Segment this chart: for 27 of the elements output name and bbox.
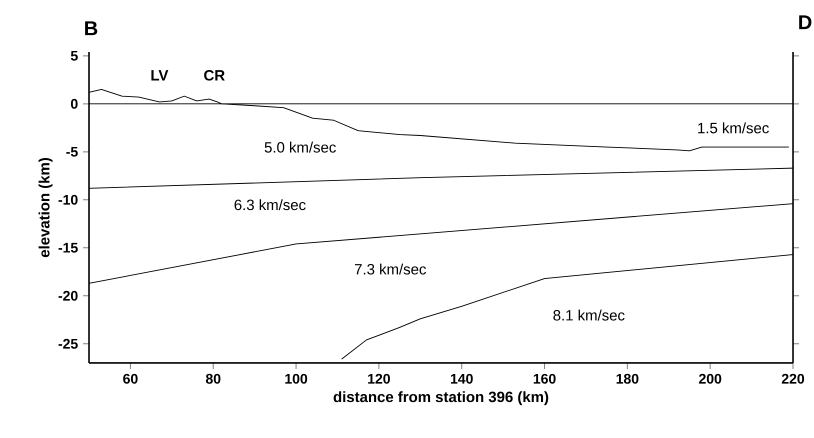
x-tick-label: 180 [616, 374, 638, 384]
annotation: LV [151, 70, 168, 80]
text: D [799, 15, 812, 30]
x-tick-label: 120 [368, 374, 390, 384]
x-tick-label: 220 [782, 374, 804, 384]
x-tick-label: 80 [206, 374, 220, 384]
annotation: CR [204, 70, 225, 81]
annotation: 5.0 km/sec [264, 142, 336, 153]
x-tick-label: 200 [699, 374, 722, 384]
y-tick-label: -10 [58, 194, 78, 205]
text: B [85, 21, 98, 36]
x-tick-label: 140 [450, 374, 473, 384]
y-tick-label: -15 [58, 242, 78, 253]
x-tick-label: 100 [285, 374, 308, 384]
annotation: 1.5 km/sec [698, 122, 769, 134]
y-tick-label: 0 [70, 98, 78, 109]
y-axis-title: elevation (km) [38, 158, 52, 258]
annotation: 8.1 km/sec [553, 310, 625, 321]
y-tick-label: -5 [66, 146, 78, 157]
x-tick-label: 60 [123, 374, 138, 384]
annotation: 7.3 km/sec [354, 264, 426, 275]
x-axis-title: distance from station 396 (km) [334, 391, 548, 406]
annotation: 6.3 km/sec [234, 199, 306, 210]
y-tick-label: -20 [58, 290, 78, 301]
x-tick-label: 160 [534, 374, 556, 384]
y-tick-label: -25 [58, 338, 78, 349]
y-tick-label: 5 [70, 50, 78, 61]
